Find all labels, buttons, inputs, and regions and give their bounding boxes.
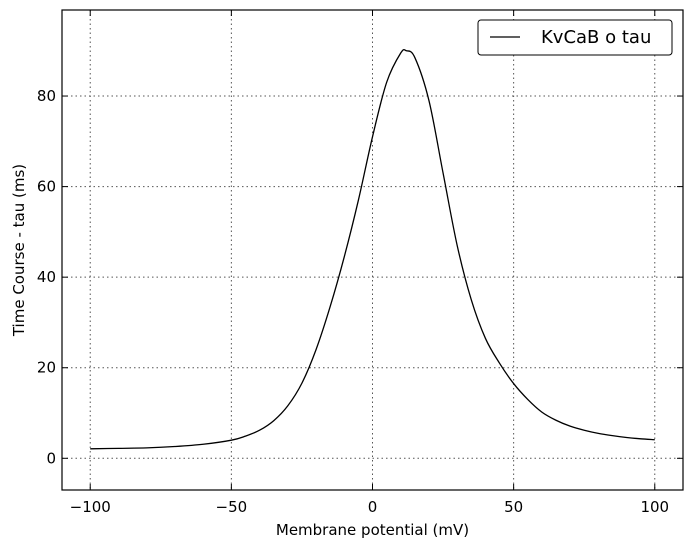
x-tick-label: 50	[504, 498, 523, 516]
plot-area	[90, 48, 655, 450]
x-tick-label: −50	[216, 498, 248, 516]
x-axis-label: Membrane potential (mV)	[276, 521, 469, 539]
x-tick-label: 0	[368, 498, 378, 516]
y-tick-label: 80	[37, 87, 56, 105]
series-line	[90, 48, 655, 450]
legend: KvCaB o tau	[477, 19, 673, 56]
legend-box	[477, 19, 673, 56]
y-tick-label: 40	[37, 268, 56, 286]
axis-ticks: −100 −50 0 50 100 0 20 40 60 80	[37, 10, 683, 516]
y-tick-label: 0	[46, 449, 56, 467]
legend-label: KvCaB o tau	[541, 27, 651, 48]
y-tick-label: 60	[37, 178, 56, 196]
y-tick-label: 20	[37, 359, 56, 377]
x-tick-label: 100	[640, 498, 669, 516]
grid-lines	[62, 10, 683, 490]
y-axis-label: Time Course - tau (ms)	[10, 164, 28, 337]
x-tick-label: −100	[70, 498, 111, 516]
